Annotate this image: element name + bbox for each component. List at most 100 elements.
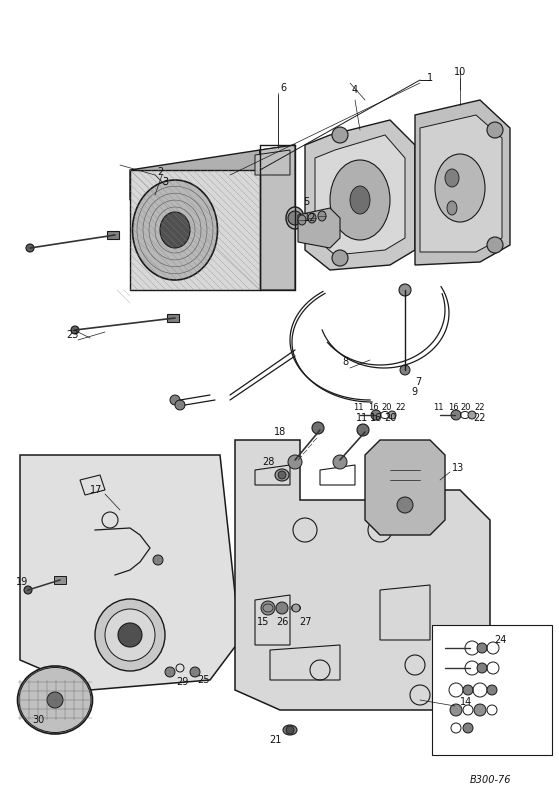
Circle shape (175, 400, 185, 410)
Text: 24: 24 (494, 635, 506, 645)
Text: 23: 23 (66, 330, 78, 340)
Text: B300-76: B300-76 (469, 775, 511, 785)
Text: 19: 19 (16, 577, 28, 587)
Text: 17: 17 (90, 485, 102, 495)
Polygon shape (298, 208, 340, 248)
Ellipse shape (95, 599, 165, 671)
Text: 26: 26 (276, 617, 288, 627)
Text: 5: 5 (303, 197, 309, 207)
Circle shape (487, 122, 503, 138)
Text: 13: 13 (452, 463, 464, 473)
Circle shape (400, 365, 410, 375)
Text: 16: 16 (448, 403, 458, 413)
Circle shape (286, 726, 294, 734)
Text: 21: 21 (269, 735, 281, 745)
Text: 2: 2 (157, 167, 163, 177)
Circle shape (170, 395, 180, 405)
Polygon shape (365, 440, 445, 535)
Circle shape (463, 723, 473, 733)
Circle shape (371, 410, 381, 420)
Text: 22: 22 (473, 413, 486, 423)
Circle shape (26, 244, 34, 252)
Ellipse shape (286, 207, 304, 229)
Polygon shape (130, 170, 260, 290)
Text: 20: 20 (461, 403, 471, 413)
Circle shape (288, 211, 302, 225)
Circle shape (153, 555, 163, 565)
Circle shape (399, 284, 411, 296)
Circle shape (288, 455, 302, 469)
Bar (54, 576, 66, 584)
Ellipse shape (160, 212, 190, 248)
Text: 18: 18 (274, 427, 286, 437)
Circle shape (165, 667, 175, 677)
Polygon shape (420, 115, 502, 252)
Text: 4: 4 (352, 85, 358, 95)
Circle shape (388, 411, 396, 419)
Ellipse shape (283, 725, 297, 735)
Polygon shape (415, 100, 510, 265)
Circle shape (451, 410, 461, 420)
Circle shape (333, 455, 347, 469)
Ellipse shape (132, 180, 217, 280)
Ellipse shape (298, 215, 306, 225)
Text: 29: 29 (176, 677, 188, 687)
Text: 1: 1 (427, 73, 433, 83)
Circle shape (47, 692, 63, 708)
Text: 27: 27 (300, 617, 312, 627)
Bar (432, 625, 552, 755)
Text: 28: 28 (262, 457, 274, 467)
Text: 20: 20 (382, 403, 392, 413)
Text: 16: 16 (368, 403, 378, 413)
Text: 9: 9 (411, 387, 417, 397)
Circle shape (261, 601, 275, 615)
Ellipse shape (105, 609, 155, 661)
Circle shape (24, 586, 32, 594)
Polygon shape (20, 455, 240, 690)
Circle shape (118, 623, 142, 647)
Circle shape (312, 422, 324, 434)
Text: 11: 11 (353, 403, 363, 413)
Circle shape (190, 667, 200, 677)
Ellipse shape (350, 186, 370, 214)
Circle shape (477, 663, 487, 673)
Bar (167, 314, 179, 322)
Text: 8: 8 (342, 357, 348, 367)
Circle shape (463, 685, 473, 695)
Ellipse shape (275, 469, 289, 481)
Text: 25: 25 (198, 675, 210, 685)
Ellipse shape (447, 201, 457, 215)
Circle shape (468, 411, 476, 419)
Text: 22: 22 (475, 403, 485, 413)
Ellipse shape (17, 666, 92, 734)
Circle shape (276, 602, 288, 614)
Text: 11: 11 (356, 413, 368, 423)
Polygon shape (130, 150, 260, 200)
Ellipse shape (330, 160, 390, 240)
Text: 20: 20 (384, 413, 396, 423)
Bar (107, 231, 119, 239)
Text: 14: 14 (460, 697, 472, 707)
Polygon shape (260, 145, 295, 290)
Text: 6: 6 (280, 83, 286, 93)
Text: 3: 3 (162, 177, 168, 187)
Circle shape (474, 704, 486, 716)
Text: 7: 7 (415, 377, 421, 387)
Circle shape (292, 604, 300, 612)
Circle shape (332, 250, 348, 266)
Polygon shape (235, 440, 490, 710)
Circle shape (397, 497, 413, 513)
Ellipse shape (308, 213, 316, 223)
Circle shape (357, 424, 369, 436)
Text: 10: 10 (454, 67, 466, 77)
Text: 11: 11 (433, 403, 443, 413)
Circle shape (71, 326, 79, 334)
Text: 16: 16 (370, 413, 382, 423)
Circle shape (450, 704, 462, 716)
Text: 12: 12 (304, 213, 316, 223)
Circle shape (487, 237, 503, 253)
Ellipse shape (318, 211, 326, 221)
Circle shape (278, 471, 286, 479)
Text: 22: 22 (396, 403, 406, 413)
Text: 15: 15 (257, 617, 269, 627)
